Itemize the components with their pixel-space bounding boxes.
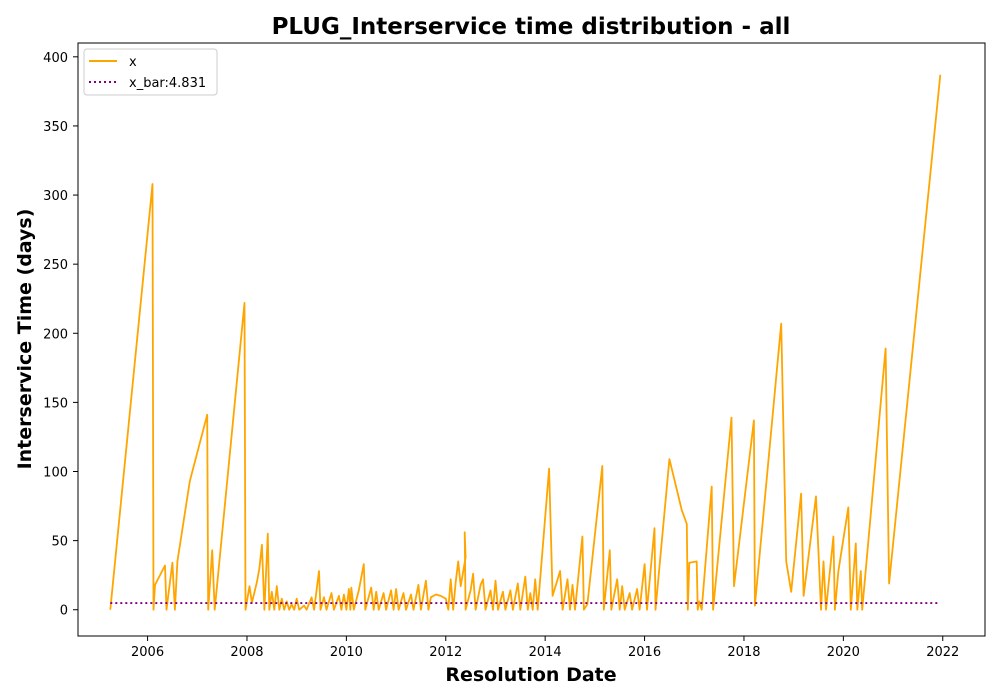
y-axis-label: Interservice Time (days)	[14, 209, 36, 470]
legend: x x_bar:4.831	[83, 48, 218, 96]
x-tick-label: 2008	[230, 645, 263, 660]
x-tick-label: 2020	[827, 645, 860, 660]
y-tick-label: 150	[43, 396, 68, 411]
series-line-x	[109, 74, 942, 611]
y-tick-label: 400	[43, 51, 68, 66]
x-axis-label: Resolution Date	[445, 664, 616, 686]
x-tick-label: 2018	[727, 645, 760, 660]
y-tick-label: 250	[43, 258, 68, 273]
x-tick-label: 2012	[429, 645, 462, 660]
y-tick-label: 50	[51, 535, 68, 550]
x-tick-label: 2006	[131, 645, 164, 660]
chart-title: PLUG_Interservice time distribution - al…	[272, 14, 791, 40]
x-tick-label: 2010	[330, 645, 363, 660]
legend-label-x-bar: x_bar:4.831	[129, 76, 206, 91]
plot-frame	[77, 42, 986, 637]
x-tick-label: 2014	[529, 645, 562, 660]
y-tick-label: 200	[43, 327, 68, 342]
legend-box	[83, 48, 218, 96]
y-tick-label: 100	[43, 466, 68, 481]
series-layer	[109, 74, 942, 611]
y-tick-label: 300	[43, 189, 68, 204]
y-tick-label: 0	[60, 604, 68, 619]
y-axis: 0 50 100 150 200 250 300 350 400	[43, 51, 78, 619]
x-axis: 2006 2008 2010 2012 2014 2016 2018 2020 2022	[131, 636, 959, 660]
x-tick-label: 2022	[926, 645, 959, 660]
x-tick-label: 2016	[628, 645, 661, 660]
legend-label-x: x	[129, 55, 137, 70]
y-tick-label: 350	[43, 120, 68, 135]
